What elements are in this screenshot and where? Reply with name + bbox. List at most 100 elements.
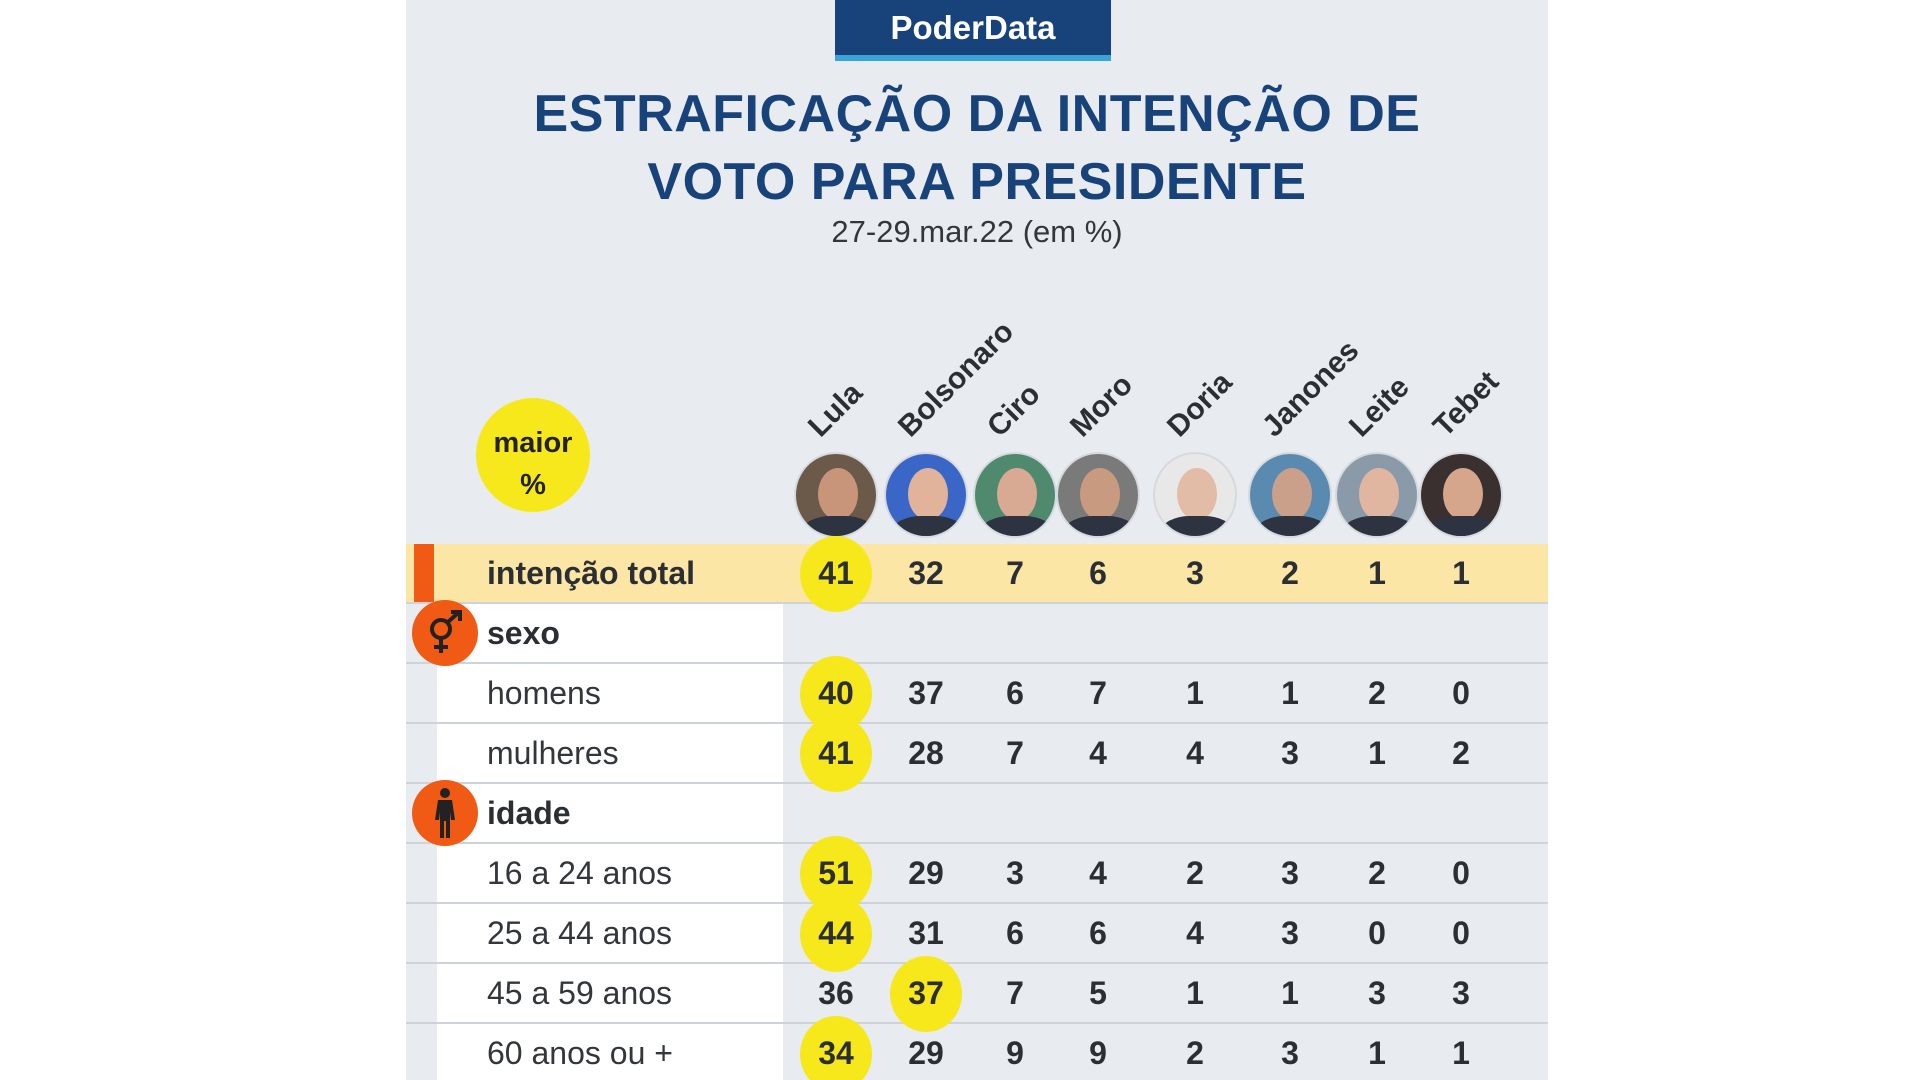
value-cell: 7: [1006, 975, 1024, 1011]
value-cell: 37: [908, 975, 944, 1011]
candidate-photo-janones: [1248, 452, 1332, 538]
table-row: intenção total 41 32 7 6 3 2 1 1: [406, 536, 1548, 612]
candidate-name-leite: Leite: [1342, 370, 1416, 444]
table-row: sexo: [406, 604, 1548, 664]
value-cell: 5: [1089, 975, 1107, 1011]
row-label: 16 a 24 anos: [487, 855, 673, 891]
value-cell: 3: [1281, 855, 1299, 891]
value-cell: 9: [1089, 1035, 1107, 1071]
value-cell: 2: [1368, 855, 1386, 891]
value-cell: 6: [1089, 555, 1107, 591]
value-cell: 1: [1452, 555, 1470, 591]
value-cell: 6: [1006, 915, 1024, 951]
value-cell: 0: [1368, 915, 1386, 951]
value-cell: 3: [1368, 975, 1386, 1011]
value-cell: 40: [818, 675, 854, 711]
value-cell: 4: [1089, 735, 1107, 771]
table-row: 16 a 24 anos 51 29 3 4 2 3 2 0: [406, 836, 1548, 912]
value-cell: 37: [908, 675, 944, 711]
legend-highest-percent: maior %: [476, 398, 590, 512]
candidate-name-moro: Moro: [1063, 368, 1140, 444]
label-cell: [437, 604, 783, 662]
value-cell: 4: [1186, 735, 1204, 771]
value-cell: 1: [1368, 1035, 1386, 1071]
value-cell: 9: [1006, 1035, 1024, 1071]
value-cell: 32: [908, 555, 944, 591]
row-label: intenção total: [487, 555, 696, 591]
value-cell: 7: [1006, 735, 1024, 771]
value-cell: 41: [818, 735, 854, 771]
value-cell: 28: [908, 735, 944, 771]
value-cell: 3: [1186, 555, 1204, 591]
value-cell: 3: [1281, 915, 1299, 951]
subtitle: 27-29.mar.22 (em %): [831, 214, 1123, 249]
person-icon: [412, 780, 478, 846]
row-label: homens: [487, 675, 601, 711]
label-cell: [437, 1024, 783, 1080]
candidate-photo-ciro: [973, 452, 1057, 538]
value-cell: 7: [1089, 675, 1107, 711]
candidate-name-ciro: Ciro: [980, 377, 1047, 444]
label-cell: [437, 784, 783, 842]
value-cell: 3: [1281, 1035, 1299, 1071]
title-line-2: VOTO PARA PRESIDENTE: [647, 153, 1307, 211]
row-label: 60 anos ou +: [487, 1035, 673, 1071]
value-cell: 1: [1281, 675, 1299, 711]
value-cell: 4: [1186, 915, 1204, 951]
highest-value-marker: [800, 1016, 872, 1080]
value-cell: 1: [1368, 555, 1386, 591]
total-row-marker: [414, 544, 434, 602]
value-cell: 4: [1089, 855, 1107, 891]
row-label: idade: [487, 795, 571, 831]
candidate-name-doria: Doria: [1160, 365, 1239, 444]
highest-value-marker: [890, 956, 962, 1032]
value-cell: 0: [1452, 675, 1470, 711]
row-label: 25 a 44 anos: [487, 915, 673, 951]
value-cell: 2: [1186, 1035, 1204, 1071]
table-row: 45 a 59 anos 36 37 7 5 1 1 3 3: [406, 956, 1548, 1032]
value-cell: 7: [1006, 555, 1024, 591]
table-row: mulheres 41 28 7 4 4 3 1 2: [406, 716, 1548, 792]
candidate-photo-doria: [1153, 452, 1237, 538]
label-cell: [437, 964, 783, 1022]
table-row: idade: [406, 784, 1548, 844]
value-cell: 1: [1186, 675, 1204, 711]
value-cell: 41: [818, 555, 854, 591]
value-cell: 2: [1452, 735, 1470, 771]
value-cell: 3: [1281, 735, 1299, 771]
candidate-name-tebet: Tebet: [1426, 364, 1506, 444]
candidate-photo-leite: [1335, 452, 1419, 538]
table-row: 25 a 44 anos 44 31 6 6 4 3 0 0: [406, 896, 1548, 972]
value-cell: 0: [1452, 915, 1470, 951]
label-cell: [437, 904, 783, 962]
value-cell: 36: [818, 975, 854, 1011]
table-row: 60 anos ou + 34 29 9 9 2 3 1 1: [406, 1016, 1548, 1080]
value-cell: 1: [1368, 735, 1386, 771]
value-cell: 31: [908, 915, 944, 951]
candidate-name-lula: Lula: [801, 376, 869, 444]
value-cell: 29: [908, 1035, 944, 1071]
value-cell: 51: [818, 855, 854, 891]
value-cell: 2: [1281, 555, 1299, 591]
table-row: homens 40 37 6 7 1 1 2 0: [406, 656, 1548, 732]
label-cell: [437, 724, 783, 782]
label-cell: [437, 664, 783, 722]
value-cell: 0: [1452, 855, 1470, 891]
candidate-photo-lula: [794, 452, 878, 538]
value-cell: 29: [908, 855, 944, 891]
value-cell: 6: [1006, 675, 1024, 711]
highest-value-marker: [800, 536, 872, 612]
poll-infographic: PoderData ESTRAFICAÇÃO DA INTENÇÃO DE VO…: [406, 0, 1548, 1080]
value-cell: 1: [1186, 975, 1204, 1011]
value-cell: 3: [1006, 855, 1024, 891]
row-label: 45 a 59 anos: [487, 975, 673, 1011]
row-label: mulheres: [487, 735, 619, 771]
value-cell: 1: [1452, 1035, 1470, 1071]
gender-icon: [412, 600, 478, 666]
value-cell: 1: [1281, 975, 1299, 1011]
candidate-photo-tebet: [1419, 452, 1503, 538]
value-cell: 6: [1089, 915, 1107, 951]
legend-line-1: maior: [493, 427, 573, 459]
candidate-photo-bolsonaro: [884, 452, 968, 538]
highest-value-marker: [800, 716, 872, 792]
